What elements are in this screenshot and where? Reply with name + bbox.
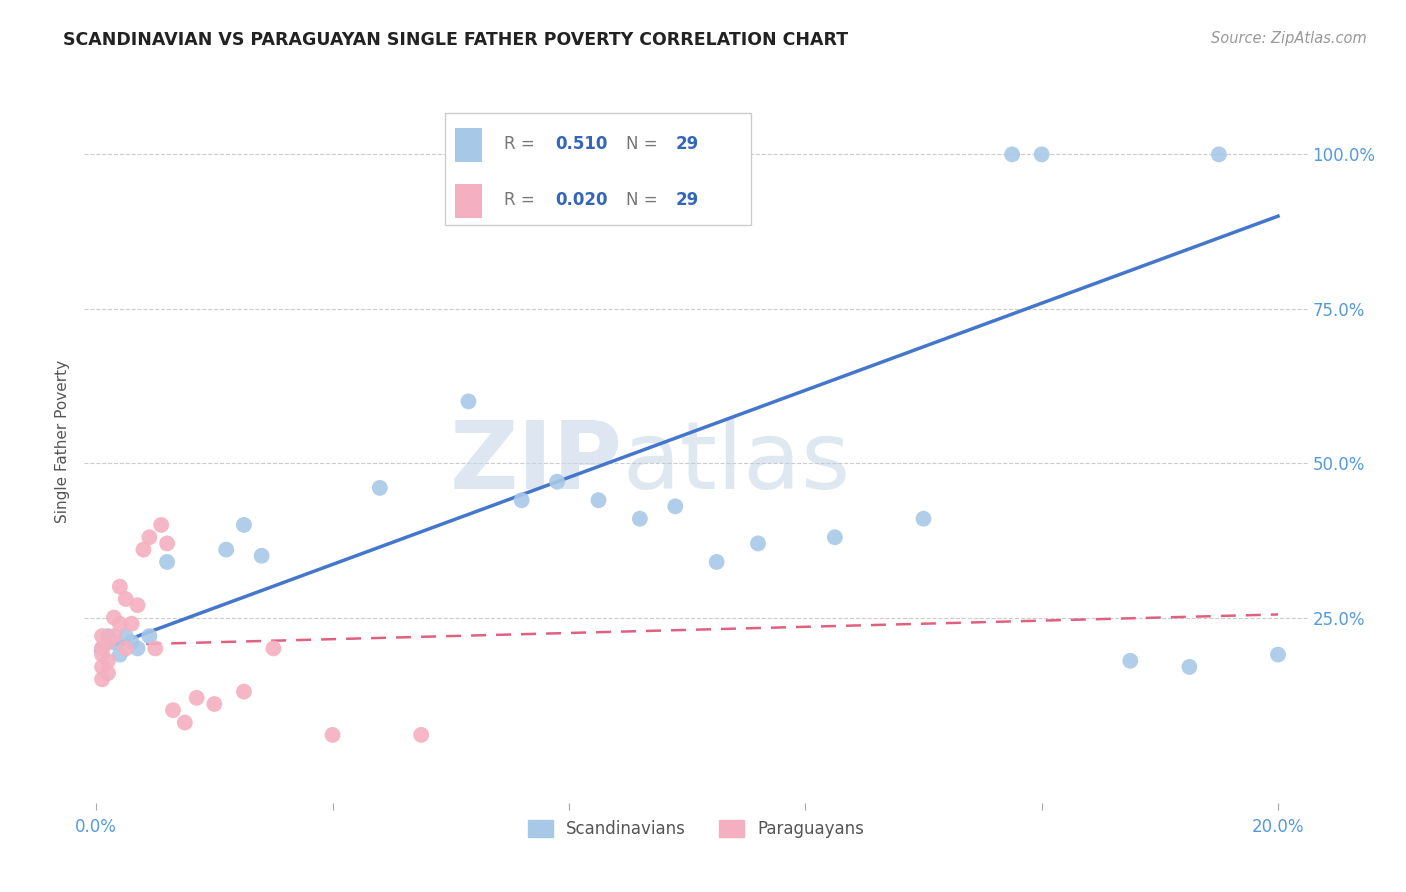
Point <box>114 629 136 643</box>
Point <box>202 697 225 711</box>
Text: R =: R = <box>503 136 540 153</box>
Point <box>1267 648 1289 662</box>
Point <box>97 666 120 681</box>
Point <box>186 690 208 705</box>
Point <box>127 641 149 656</box>
Y-axis label: Single Father Poverty: Single Father Poverty <box>55 360 70 523</box>
Point <box>1031 147 1053 161</box>
Point <box>156 555 179 569</box>
Point <box>232 684 254 698</box>
Point <box>1208 147 1230 161</box>
Point <box>91 629 114 643</box>
Point <box>232 517 254 532</box>
Point <box>250 549 273 563</box>
Point <box>411 728 433 742</box>
Point <box>127 598 149 612</box>
Point <box>368 481 391 495</box>
Text: N =: N = <box>626 136 664 153</box>
Point <box>156 536 179 550</box>
Point <box>510 493 533 508</box>
Point <box>91 648 114 662</box>
Point <box>143 641 166 656</box>
Text: ZIP: ZIP <box>450 417 623 509</box>
Point <box>108 616 131 631</box>
Text: Source: ZipAtlas.com: Source: ZipAtlas.com <box>1211 31 1367 46</box>
Point <box>322 728 344 742</box>
Text: SCANDINAVIAN VS PARAGUAYAN SINGLE FATHER POVERTY CORRELATION CHART: SCANDINAVIAN VS PARAGUAYAN SINGLE FATHER… <box>63 31 848 49</box>
Text: 29: 29 <box>675 136 699 153</box>
Text: atlas: atlas <box>623 417 851 509</box>
Point <box>588 493 610 508</box>
Text: N =: N = <box>626 191 664 209</box>
Text: 0.020: 0.020 <box>555 191 607 209</box>
Point <box>121 616 143 631</box>
Point <box>91 641 114 656</box>
Point <box>121 635 143 649</box>
Text: R =: R = <box>503 191 540 209</box>
Point <box>1001 147 1024 161</box>
Point <box>747 536 769 550</box>
Point <box>91 641 114 656</box>
Text: 29: 29 <box>675 191 699 209</box>
Point <box>824 530 846 544</box>
Point <box>262 641 284 656</box>
FancyBboxPatch shape <box>446 112 751 225</box>
Point <box>103 635 125 649</box>
Point <box>1178 660 1201 674</box>
Point <box>108 648 131 662</box>
Point <box>97 629 120 643</box>
Point <box>664 500 686 514</box>
Point <box>138 629 160 643</box>
Point <box>138 530 160 544</box>
Legend: Scandinavians, Paraguayans: Scandinavians, Paraguayans <box>522 814 870 845</box>
FancyBboxPatch shape <box>456 128 482 162</box>
Text: 0.510: 0.510 <box>555 136 607 153</box>
Point <box>103 629 125 643</box>
Point <box>132 542 155 557</box>
Point <box>1119 654 1142 668</box>
Point <box>706 555 728 569</box>
Point <box>912 512 935 526</box>
Point <box>150 517 173 532</box>
Point <box>97 654 120 668</box>
Point <box>97 635 120 649</box>
Point <box>108 580 131 594</box>
Point <box>114 641 136 656</box>
Point <box>103 610 125 624</box>
Point <box>173 715 195 730</box>
Point <box>162 703 184 717</box>
Point <box>546 475 568 489</box>
Point <box>114 592 136 607</box>
Point <box>215 542 238 557</box>
Point <box>91 660 114 674</box>
Point <box>91 673 114 687</box>
Point <box>628 512 651 526</box>
Point <box>457 394 479 409</box>
FancyBboxPatch shape <box>456 184 482 219</box>
